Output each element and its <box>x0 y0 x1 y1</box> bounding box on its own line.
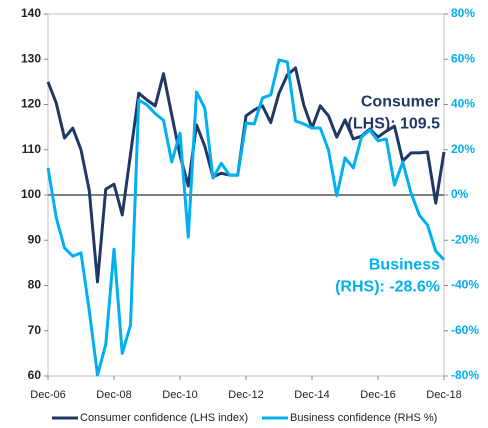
legend-label: Business confidence (RHS %) <box>290 412 437 424</box>
x-tick-label: Dec-16 <box>360 389 395 401</box>
y2-tick-label: -60% <box>451 323 479 337</box>
y2-tick-label: -40% <box>451 278 479 292</box>
y-tick-label: 120 <box>21 97 41 111</box>
y2-tick-label: 60% <box>451 51 475 65</box>
y2-tick-label: 0% <box>451 187 469 201</box>
annotation: (LHS): 109.5 <box>348 115 441 132</box>
annotation: Business <box>369 256 440 273</box>
y-tick-label: 60 <box>28 368 42 382</box>
y-tick-label: 140 <box>21 6 41 20</box>
y2-tick-label: -20% <box>451 232 479 246</box>
x-tick-label: Dec-14 <box>294 389 329 401</box>
y-tick-label: 110 <box>22 142 42 156</box>
y-tick-label: 100 <box>21 187 41 201</box>
annotation: (RHS): -28.6% <box>335 278 440 295</box>
series-line <box>46 58 446 377</box>
x-tick-label: Dec-18 <box>426 389 461 401</box>
y2-tick-label: 40% <box>451 97 475 111</box>
series-line <box>46 66 446 284</box>
annotation: Consumer <box>361 93 440 110</box>
y-tick-label: 90 <box>28 232 42 246</box>
x-tick-label: Dec-10 <box>162 389 197 401</box>
x-tick-label: Dec-06 <box>30 389 65 401</box>
x-tick-label: Dec-12 <box>228 389 263 401</box>
x-tick-label: Dec-08 <box>96 389 131 401</box>
legend-label: Consumer confidence (LHS index) <box>80 412 248 424</box>
y2-tick-label: 80% <box>451 6 475 20</box>
y2-tick-label: -80% <box>451 368 479 382</box>
y-tick-label: 70 <box>28 323 42 337</box>
y2-tick-label: 20% <box>451 142 475 156</box>
y-tick-label: 130 <box>21 51 41 65</box>
y-tick-label: 80 <box>28 278 42 292</box>
